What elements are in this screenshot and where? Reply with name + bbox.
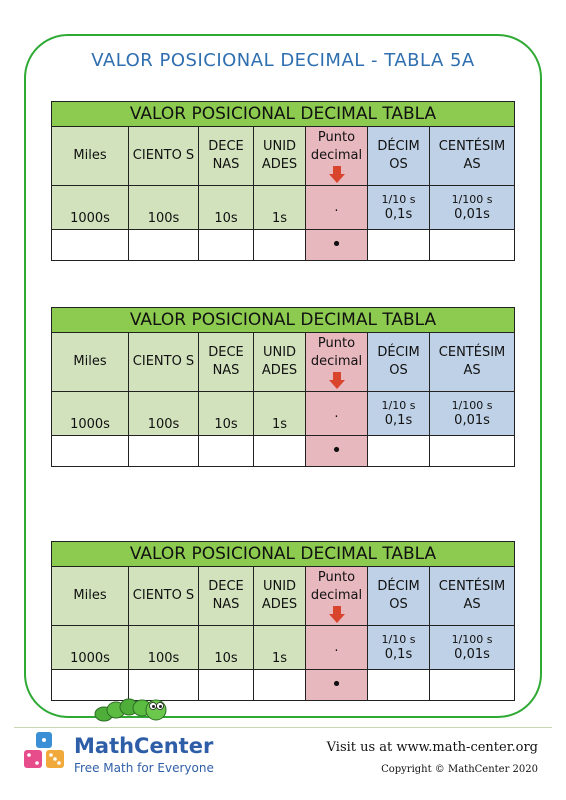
empty-cell: [428, 435, 516, 467]
header-punto-label: Punto decimal: [310, 129, 363, 163]
visit-link[interactable]: Visit us at www.math-center.org: [326, 740, 538, 755]
caterpillar-icon: [94, 698, 167, 722]
value-decimos: 1/10 s 0,1s: [367, 625, 430, 670]
fraction-tenths: 1/10 s: [381, 399, 416, 412]
header-punto-decimal: Punto decimal: [305, 332, 368, 392]
table-title: VALOR POSICIONAL DECIMAL TABLA: [50, 101, 516, 127]
empty-cell: [253, 229, 306, 261]
value-centesimas-label: 0,01s: [454, 647, 490, 662]
value-decimos-label: 0,1s: [384, 413, 413, 428]
page-title: VALOR POSICIONAL DECIMAL - TABLA 5A: [91, 50, 475, 71]
header-miles: Miles: [51, 126, 129, 186]
value-decenas: 10s: [198, 625, 254, 670]
value-unidades: 1s: [253, 625, 306, 670]
header-decenas: DECE NAS: [198, 332, 254, 392]
empty-decimal-point: •: [305, 229, 368, 261]
empty-cell: [128, 669, 199, 701]
value-unidades: 1s: [253, 185, 306, 230]
brand-name: MathCenter: [74, 734, 214, 758]
header-punto-decimal: Punto decimal: [305, 126, 368, 186]
header-unidades: UNID ADES: [253, 332, 306, 392]
empty-cell: [198, 669, 254, 701]
place-value-table-1: VALOR POSICIONAL DECIMAL TABLA Miles CIE…: [50, 101, 516, 261]
down-arrow-icon: [328, 605, 345, 624]
empty-cell: [128, 229, 199, 261]
header-centesimas: CENTÉSIM AS: [428, 126, 516, 186]
empty-cell: [198, 435, 254, 467]
header-miles: Miles: [51, 332, 129, 392]
header-centesimas: CENTÉSIM AS: [428, 566, 516, 626]
fraction-hundredths: 1/100 s: [451, 633, 493, 646]
value-decimos: 1/10 s 0,1s: [367, 391, 430, 436]
place-value-table-2: VALOR POSICIONAL DECIMAL TABLA Miles CIE…: [50, 307, 516, 467]
value-decenas: 10s: [198, 391, 254, 436]
header-miles: Miles: [51, 566, 129, 626]
empty-cell: [51, 229, 129, 261]
empty-decimal-point: •: [305, 435, 368, 467]
header-unidades: UNID ADES: [253, 126, 306, 186]
dice-logo-icon: [24, 732, 64, 768]
value-decimos-label: 0,1s: [384, 647, 413, 662]
value-cientos: 100s: [128, 391, 199, 436]
header-punto-label: Punto decimal: [310, 335, 363, 369]
copyright-text: Copyright © MathCenter 2020: [381, 764, 538, 775]
empty-cell: [367, 435, 430, 467]
value-decimal-point: .: [305, 391, 368, 436]
empty-cell: [51, 669, 129, 701]
fraction-tenths: 1/10 s: [381, 633, 416, 646]
brand-tagline: Free Math for Everyone: [74, 761, 214, 775]
empty-cell: [128, 435, 199, 467]
value-decimos: 1/10 s 0,1s: [367, 185, 430, 230]
value-cientos: 100s: [128, 185, 199, 230]
fraction-hundredths: 1/100 s: [451, 399, 493, 412]
header-cientos: CIENTO S: [128, 566, 199, 626]
value-decimal-point: .: [305, 625, 368, 670]
value-cientos: 100s: [128, 625, 199, 670]
table-title: VALOR POSICIONAL DECIMAL TABLA: [50, 307, 516, 333]
empty-cell: [253, 435, 306, 467]
empty-cell: [367, 669, 430, 701]
fraction-tenths: 1/10 s: [381, 193, 416, 206]
header-decimos: DÉCIM OS: [367, 566, 430, 626]
value-miles: 1000s: [51, 625, 129, 670]
header-decenas: DECE NAS: [198, 566, 254, 626]
page-frame: [24, 34, 542, 718]
header-centesimas: CENTÉSIM AS: [428, 332, 516, 392]
header-decimos: DÉCIM OS: [367, 126, 430, 186]
value-centesimas: 1/100 s 0,01s: [428, 185, 516, 230]
header-decenas: DECE NAS: [198, 126, 254, 186]
empty-cell: [51, 435, 129, 467]
header-unidades: UNID ADES: [253, 566, 306, 626]
value-unidades: 1s: [253, 391, 306, 436]
value-miles: 1000s: [51, 391, 129, 436]
down-arrow-icon: [328, 165, 345, 184]
value-centesimas: 1/100 s 0,01s: [428, 391, 516, 436]
header-cientos: CIENTO S: [128, 332, 199, 392]
header-punto-decimal: Punto decimal: [305, 566, 368, 626]
empty-cell: [428, 229, 516, 261]
value-decenas: 10s: [198, 185, 254, 230]
fraction-hundredths: 1/100 s: [451, 193, 493, 206]
empty-cell: [428, 669, 516, 701]
empty-cell: [367, 229, 430, 261]
value-centesimas: 1/100 s 0,01s: [428, 625, 516, 670]
value-decimal-point: .: [305, 185, 368, 230]
header-decimos: DÉCIM OS: [367, 332, 430, 392]
empty-cell: [198, 229, 254, 261]
header-cientos: CIENTO S: [128, 126, 199, 186]
value-miles: 1000s: [51, 185, 129, 230]
value-centesimas-label: 0,01s: [454, 413, 490, 428]
down-arrow-icon: [328, 371, 345, 390]
header-punto-label: Punto decimal: [310, 569, 363, 603]
table-title: VALOR POSICIONAL DECIMAL TABLA: [50, 541, 516, 567]
value-decimos-label: 0,1s: [384, 207, 413, 222]
empty-cell: [253, 669, 306, 701]
empty-decimal-point: •: [305, 669, 368, 701]
footer-divider: [14, 727, 552, 728]
place-value-table-3: VALOR POSICIONAL DECIMAL TABLA Miles CIE…: [50, 541, 516, 701]
value-centesimas-label: 0,01s: [454, 207, 490, 222]
